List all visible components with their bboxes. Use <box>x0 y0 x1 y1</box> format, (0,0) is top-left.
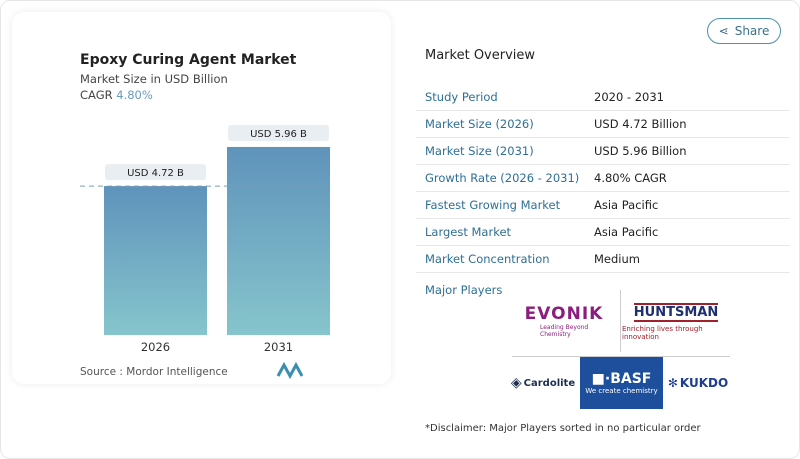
share-label: Share <box>734 24 770 38</box>
cagr-label: CAGR <box>80 88 113 102</box>
row-value: Medium <box>594 252 640 266</box>
row-label: Market Concentration <box>425 252 550 266</box>
row-label: Growth Rate (2026 - 2031) <box>425 171 580 185</box>
chart-subtitle: Market Size in USD Billion <box>80 72 228 86</box>
row-label: Market Size (2031) <box>425 144 534 158</box>
mordor-logo <box>276 361 304 380</box>
huntsman-logo: HUNTSMAN Enriching lives through innovat… <box>622 303 719 341</box>
row-value: Asia Pacific <box>594 225 659 239</box>
row-value: 2020 - 2031 <box>594 90 664 104</box>
row-label: Market Size (2026) <box>425 117 534 131</box>
data-label: USD 5.96 B <box>250 129 307 140</box>
row-label: Fastest Growing Market <box>425 198 561 212</box>
data-label: USD 4.72 B <box>127 168 184 179</box>
x-tick-label: 2031 <box>264 340 293 354</box>
row-value: 4.80% CAGR <box>594 171 667 185</box>
overview-row: Market Size (2031) USD 5.96 Billion <box>416 138 790 165</box>
data-label-bg <box>228 124 329 141</box>
cagr: CAGR 4.80% <box>80 88 153 102</box>
overview-row: Growth Rate (2026 - 2031) 4.80% CAGR <box>416 165 790 192</box>
overview-row: Fastest Growing Market Asia Pacific <box>416 192 790 219</box>
overview-row: Study Period 2020 - 2031 <box>416 84 790 111</box>
x-tick-label: 2026 <box>141 340 170 354</box>
overview-row: Market Concentration Medium <box>416 246 790 273</box>
major-players-label: Major Players <box>425 283 503 297</box>
chart-title: Epoxy Curing Agent Market <box>80 52 297 68</box>
data-label-bg <box>105 164 206 181</box>
bar-2031 <box>227 146 330 335</box>
share-button[interactable]: ⋖ Share <box>707 18 781 44</box>
bar-chart: USD 4.72 B 2026 USD 5.96 B 2031 <box>80 124 330 354</box>
row-value: Asia Pacific <box>594 198 659 212</box>
row-value: USD 5.96 Billion <box>594 144 687 158</box>
cagr-value: 4.80% <box>116 88 153 102</box>
row-label: Study Period <box>425 90 498 104</box>
evonik-logo: EVONIK Leading Beyond Chemistry <box>524 304 604 338</box>
basf-logo: ■·BASF We create chemistry <box>580 357 663 409</box>
row-label: Largest Market <box>425 225 512 239</box>
share-icon: ⋖ <box>718 24 729 38</box>
overview-row: Largest Market Asia Pacific <box>416 219 790 246</box>
disclaimer: *Disclaimer: Major Players sorted in no … <box>425 423 701 434</box>
source: Source : Mordor Intelligence <box>80 366 228 378</box>
overview-row: Market Size (2026) USD 4.72 Billion <box>416 111 790 138</box>
row-value: USD 4.72 Billion <box>594 117 687 131</box>
cardolite-logo: ◈ Cardolite <box>510 375 576 391</box>
bar-2026 <box>104 186 207 335</box>
kukdo-logo: ✻ KUKDO <box>667 376 729 390</box>
overview-title: Market Overview <box>425 48 536 63</box>
